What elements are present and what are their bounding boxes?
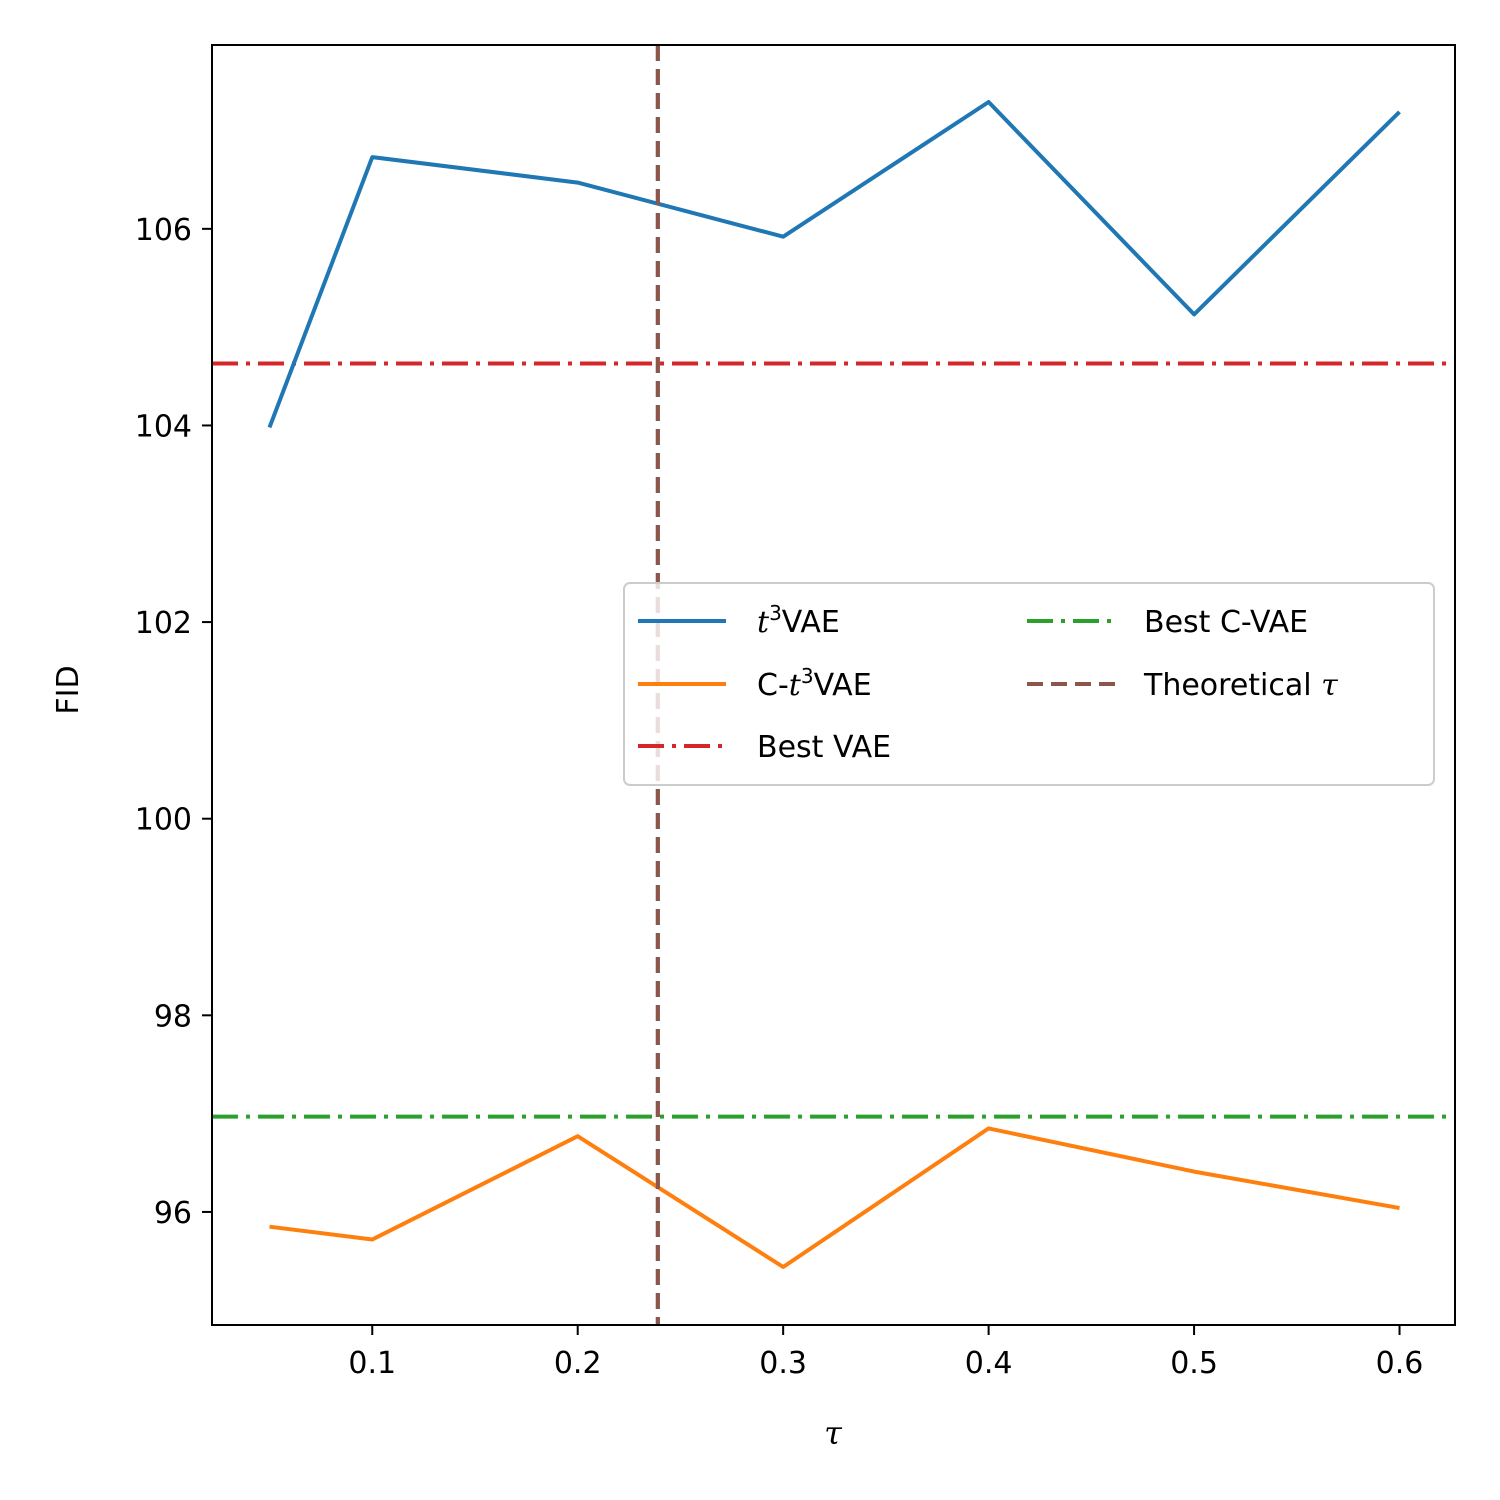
- legend-label-best-vae: Best VAE: [757, 730, 891, 765]
- x-tick-label: 0.3: [759, 1346, 807, 1381]
- y-tick-label: 96: [154, 1196, 192, 1231]
- legend-label-theoretical-tau: Theoretical τ: [1143, 668, 1338, 703]
- y-tick-label: 102: [135, 606, 192, 641]
- x-tick-label: 0.5: [1170, 1346, 1218, 1381]
- x-axis-label: τ: [824, 1414, 843, 1452]
- y-tick-label: 106: [135, 213, 192, 248]
- x-tick-label: 0.6: [1376, 1346, 1424, 1381]
- series-line-t3vae: [267, 100, 1401, 429]
- x-axis: 0.1 0.2 0.3 0.4 0.5 0.6: [348, 1325, 1423, 1381]
- y-tick-label: 98: [154, 999, 192, 1034]
- x-tick-label: 0.2: [554, 1346, 602, 1381]
- x-tick-label: 0.1: [348, 1346, 396, 1381]
- legend-label-best-c-vae: Best C-VAE: [1144, 605, 1308, 640]
- legend-label-c-t3vae: C-t3VAE: [757, 664, 872, 703]
- y-tick-label: 100: [135, 803, 192, 838]
- legend: t3VAE C-t3VAE Best VAE Best C-VAE Theore…: [623, 582, 1435, 786]
- y-axis-label: FID: [51, 665, 86, 714]
- x-tick-label: 0.4: [965, 1346, 1013, 1381]
- y-tick-label: 104: [135, 409, 192, 444]
- legend-label-t3vae: t3VAE: [757, 601, 840, 640]
- y-axis: 96 98 100 102 104 106: [135, 213, 212, 1231]
- series-line-c-t3vae: [269, 1126, 1400, 1269]
- plot-frame: [211, 44, 1456, 1326]
